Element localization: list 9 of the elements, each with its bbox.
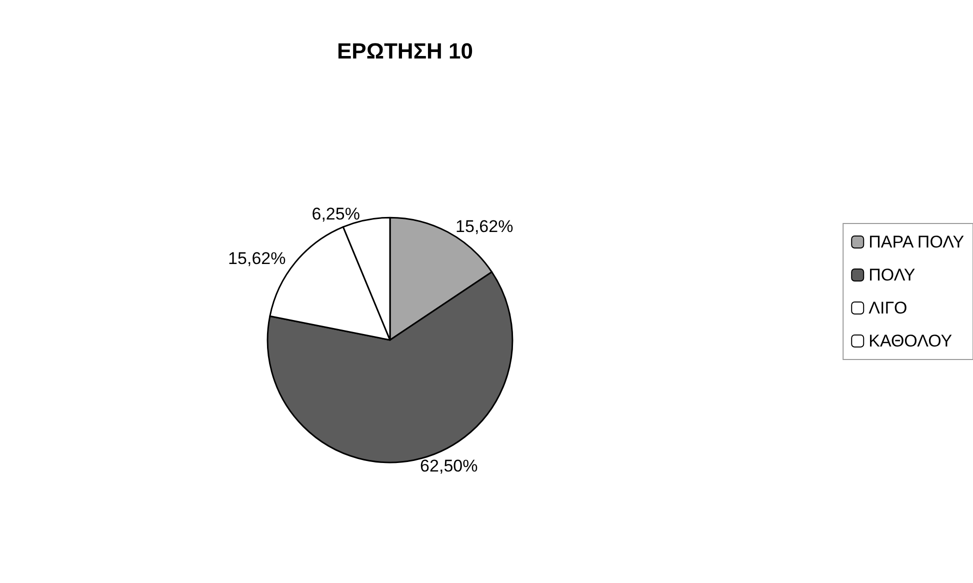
legend-label: ΠΟΛΥ [868, 266, 916, 284]
data-label: 15,62% [456, 217, 514, 236]
data-label: 15,62% [228, 249, 286, 268]
legend-label: ΚΑΘΟΛΟΥ [868, 332, 952, 350]
data-label: 6,25% [312, 204, 360, 224]
legend-label: ΛΙΓΟ [868, 298, 908, 318]
legend-label: ΠΑΡΑ ΠΟΛΥ [868, 232, 964, 252]
chart-title: ΕΡΩΤΗΣΗ 10 [337, 38, 473, 64]
data-label: 62,50% [420, 456, 478, 476]
